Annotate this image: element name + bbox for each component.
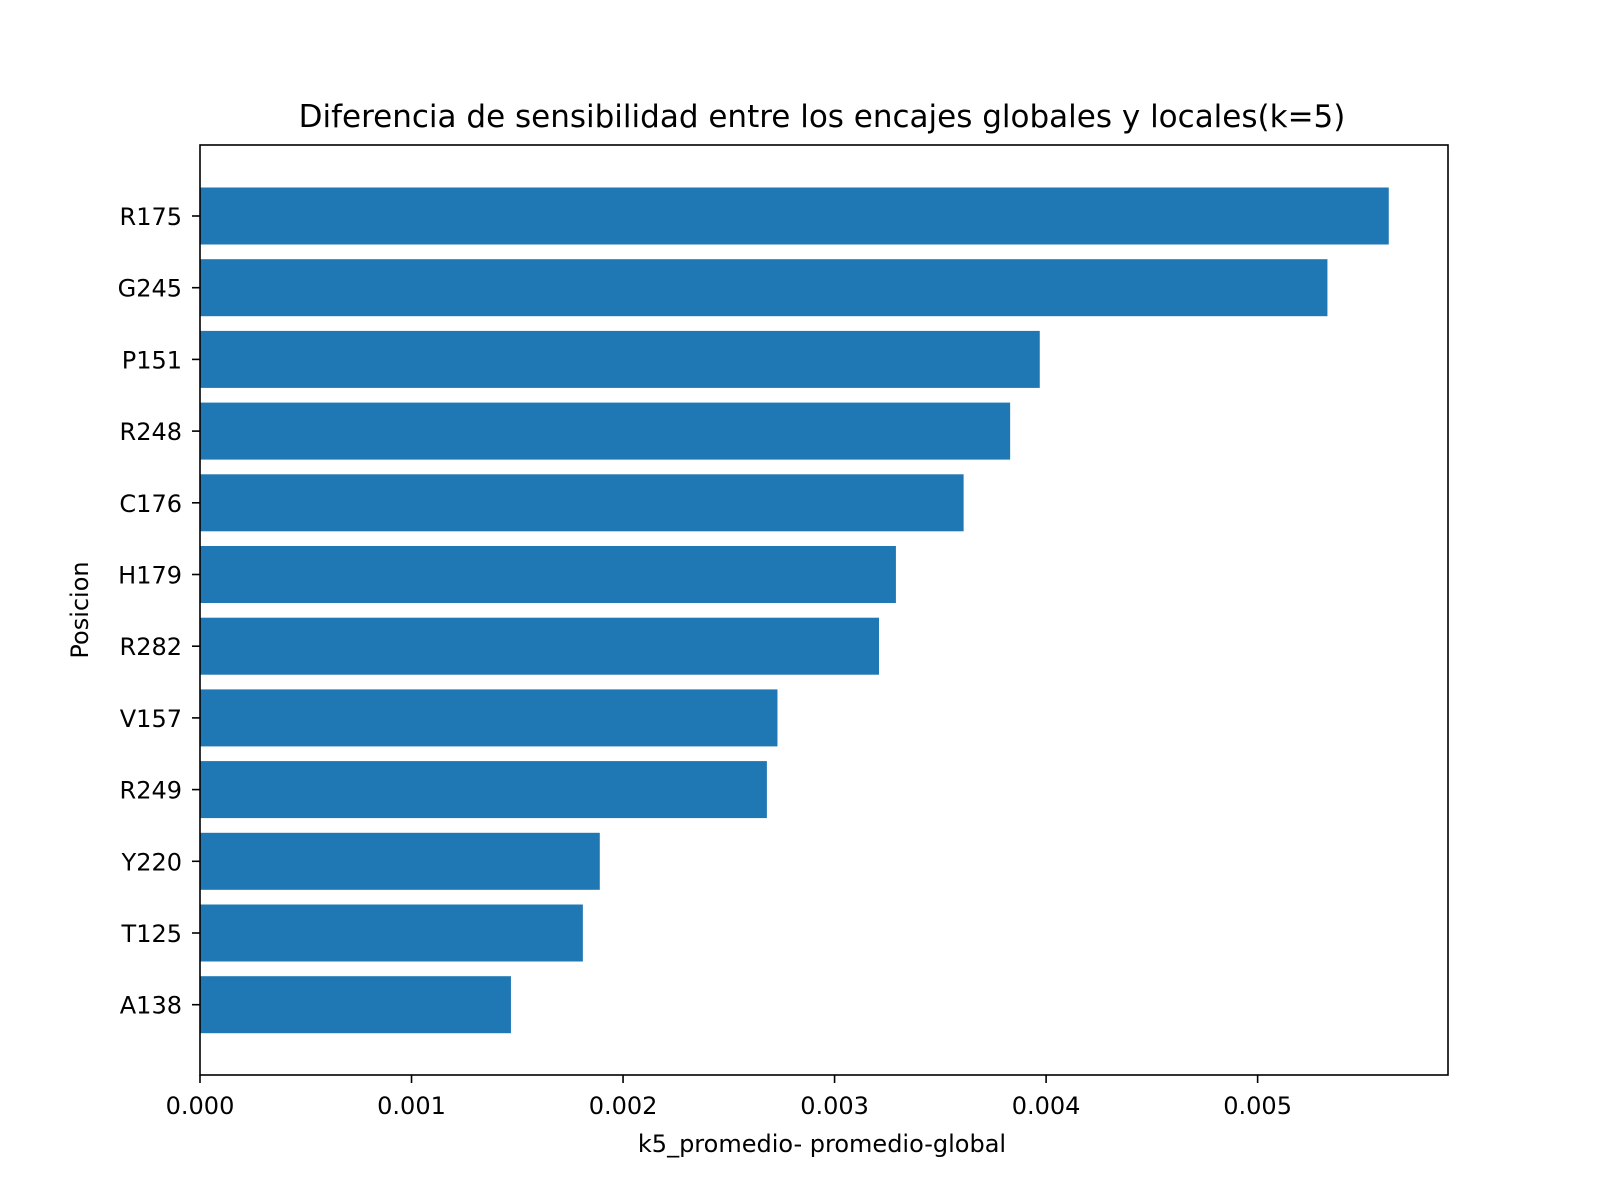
y-tick-label-r248: R248 [120,418,182,446]
y-tick-label-g245: G245 [118,275,182,303]
bar-r175 [200,187,1389,245]
x-tick-label-4: 0.004 [1012,1092,1081,1120]
x-tick-label-3: 0.003 [800,1092,869,1120]
bar-y220 [200,832,600,890]
y-tick-label-a138: A138 [120,992,182,1020]
bar-t125 [200,904,583,962]
y-axis: R175 G245 P151 R248 C176 H179 R282 V157 R249 Y220… [118,203,200,1020]
bar-h179 [200,546,896,603]
x-tick-label-5: 0.005 [1223,1092,1292,1120]
y-tick-label-t125: T125 [121,920,182,948]
x-tick-label-0: 0.000 [166,1092,235,1120]
y-tick-label-r282: R282 [120,633,182,661]
y-tick-label-y220: Y220 [121,848,182,876]
y-tick-label-p151: P151 [122,346,182,374]
x-axis: 0.000 0.001 0.002 0.003 0.004 0.005 [166,1075,1292,1120]
bar-c176 [200,474,964,532]
bar-g245 [200,259,1328,317]
y-tick-label-r175: R175 [120,203,182,231]
x-tick-label-1: 0.001 [377,1092,446,1120]
bar-r248 [200,402,1011,460]
y-tick-label-r249: R249 [120,777,182,805]
chart-title: Diferencia de sensibilidad entre los enc… [299,99,1346,135]
x-tick-label-2: 0.002 [589,1092,658,1120]
bar-r249 [200,761,767,819]
bars-group [200,187,1389,1034]
plot-frame [199,144,1449,1076]
x-axis-label: k5_promedio- promedio-global [638,1130,1006,1158]
bar-r282 [200,617,879,675]
bar-v157 [200,689,778,747]
bar-p151 [200,330,1040,388]
y-tick-label-v157: V157 [120,705,182,733]
y-axis-label: Posicion [66,561,94,658]
y-tick-label-c176: C176 [119,490,182,518]
y-tick-label-h179: H179 [118,562,182,590]
bar-a138 [200,976,511,1034]
